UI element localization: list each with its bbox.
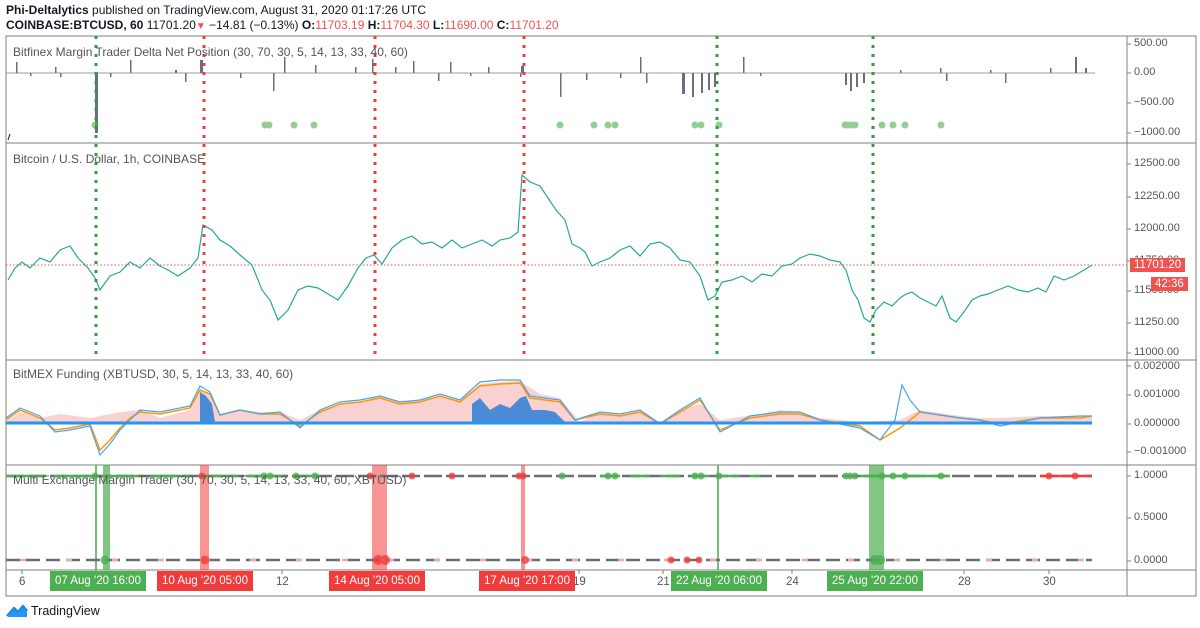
open-value: 11703.19	[315, 18, 365, 32]
multi-exchange-dots	[91, 472, 1079, 565]
time-tick: 12	[276, 576, 289, 588]
time-tick: 19	[573, 576, 586, 588]
axis-label: 0.001000	[1134, 388, 1180, 400]
time-tick: 28	[958, 576, 971, 588]
published-text: published on TradingView.com, August 31,…	[88, 3, 427, 17]
axis-label: −500.00	[1134, 96, 1175, 108]
time-tick: 21	[657, 576, 670, 588]
bar-countdown-tag: 42:36	[1151, 277, 1188, 291]
axis-label: 0.00	[1134, 66, 1156, 78]
bitfinex-pane-title[interactable]: Bitfinex Margin Trader Delta Net Positio…	[13, 45, 408, 59]
symbol: COINBASE:BTCUSD, 60	[6, 18, 144, 32]
axis-label: 1.0000	[1134, 469, 1168, 481]
multi-exchange-pane-title[interactable]: Multi Exchange Margin Trader (30, 70, 30…	[13, 473, 407, 487]
funding-lines	[5, 379, 1093, 457]
high-value: 11704.30	[380, 18, 430, 32]
axis-label: 12000.00	[1134, 222, 1180, 234]
symbol-info: COINBASE:BTCUSD, 60 11701.20▼ −14.81 (−0…	[6, 18, 559, 32]
high-label: H:	[367, 18, 381, 32]
last-price-tag: 11701.20	[1130, 258, 1186, 272]
publish-info: Phi-Deltalytics published on TradingView…	[6, 3, 426, 17]
axis-label: 12500.00	[1134, 157, 1180, 169]
price-change: −14.81 (−0.13%)	[209, 18, 299, 32]
open-label: O:	[301, 18, 316, 32]
axis-label: 0.0000	[1134, 554, 1168, 566]
axis-label: 12250.00	[1134, 190, 1180, 202]
axis-label: 500.00	[1134, 37, 1168, 49]
signal-time-label: 22 Aug '20 06:00	[671, 571, 767, 591]
bitfinex-signal-dots	[91, 121, 945, 129]
funding-pane-title[interactable]: BitMEX Funding (XBTUSD, 30, 5, 14, 13, 3…	[13, 367, 294, 381]
tradingview-cloud-icon	[6, 604, 28, 617]
axis-label: 0.002000	[1134, 360, 1180, 372]
signal-time-label: 10 Aug '20 05:00	[157, 571, 253, 591]
low-label: L:	[432, 18, 445, 32]
time-tick: 30	[1043, 576, 1056, 588]
last-price: 11701.20	[146, 18, 196, 32]
time-tick: 24	[786, 576, 799, 588]
multi-exchange-lines	[6, 474, 1092, 562]
author-name[interactable]: Phi-Deltalytics	[6, 3, 89, 17]
axis-label: 11000.00	[1134, 346, 1180, 358]
axis-label: 11250.00	[1134, 316, 1180, 328]
signal-time-label: 17 Aug '20 17:00	[479, 571, 575, 591]
low-value: 11690.00	[444, 18, 494, 32]
tradingview-logo-text: TradingView	[31, 604, 100, 618]
close-label: C:	[496, 18, 510, 32]
tradingview-logo[interactable]: TradingView	[6, 604, 100, 618]
axis-label: 0.000000	[1134, 417, 1180, 429]
down-arrow-icon: ▼	[195, 21, 206, 32]
axis-label: −1000.00	[1134, 126, 1181, 138]
axis-label: 0.5000	[1134, 511, 1168, 523]
close-value: 11701.20	[509, 18, 559, 32]
signal-time-label: 25 Aug '20 22:00	[827, 571, 923, 591]
price-pane-title[interactable]: Bitcoin / U.S. Dollar, 1h, COINBASE	[13, 152, 206, 166]
price-candles	[7, 173, 1093, 323]
multi-exchange-shading	[95, 465, 884, 570]
axis-label: −0.001000	[1134, 445, 1187, 457]
signal-time-label: 07 Aug '20 16:00	[50, 571, 146, 591]
time-tick: 6	[19, 576, 26, 588]
bitfinex-histogram	[6, 57, 1095, 133]
signal-time-label: 14 Aug '20 05:00	[329, 571, 425, 591]
